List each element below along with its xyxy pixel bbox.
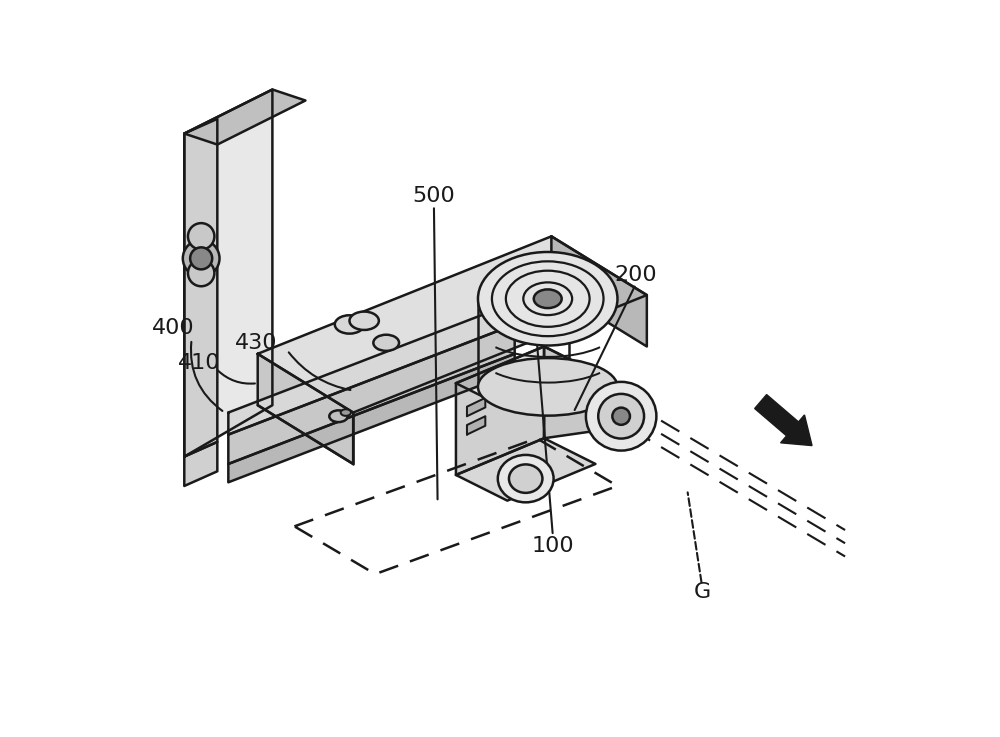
Polygon shape <box>228 324 515 464</box>
Ellipse shape <box>329 411 348 422</box>
Polygon shape <box>456 346 544 475</box>
Text: 500: 500 <box>413 186 455 206</box>
Text: G: G <box>693 582 711 602</box>
Ellipse shape <box>373 335 399 351</box>
Circle shape <box>188 260 214 286</box>
Polygon shape <box>258 237 647 413</box>
Text: 200: 200 <box>615 265 657 284</box>
Polygon shape <box>456 439 595 500</box>
FancyArrow shape <box>755 394 812 446</box>
Circle shape <box>190 248 212 270</box>
Ellipse shape <box>341 409 351 416</box>
Ellipse shape <box>478 252 617 346</box>
Polygon shape <box>184 89 305 144</box>
Polygon shape <box>456 346 595 409</box>
Circle shape <box>188 223 214 250</box>
Ellipse shape <box>509 464 542 493</box>
Ellipse shape <box>598 394 644 439</box>
Text: 100: 100 <box>532 537 574 556</box>
Polygon shape <box>258 354 353 464</box>
Polygon shape <box>467 416 485 435</box>
Ellipse shape <box>335 315 364 334</box>
Polygon shape <box>467 398 485 416</box>
Polygon shape <box>551 237 647 346</box>
Circle shape <box>183 240 220 276</box>
Text: 430: 430 <box>235 333 277 353</box>
Polygon shape <box>184 89 272 457</box>
Ellipse shape <box>478 358 617 416</box>
Polygon shape <box>544 346 595 439</box>
Ellipse shape <box>349 312 379 330</box>
Text: 410: 410 <box>178 352 220 373</box>
Ellipse shape <box>534 290 562 308</box>
Polygon shape <box>184 119 217 457</box>
Ellipse shape <box>586 382 656 450</box>
Polygon shape <box>228 354 515 482</box>
Ellipse shape <box>498 455 554 503</box>
Polygon shape <box>184 442 217 486</box>
Polygon shape <box>228 302 515 435</box>
Ellipse shape <box>612 408 630 425</box>
Text: 400: 400 <box>152 318 195 338</box>
